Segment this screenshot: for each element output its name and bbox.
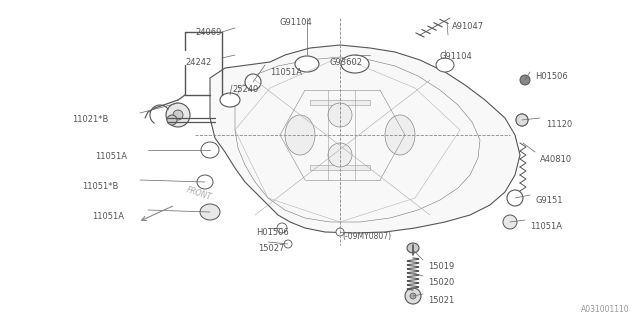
Text: H01506: H01506 xyxy=(256,228,289,237)
Ellipse shape xyxy=(341,55,369,73)
Text: 11120: 11120 xyxy=(546,120,572,129)
Circle shape xyxy=(405,288,421,304)
Polygon shape xyxy=(210,45,520,233)
Circle shape xyxy=(520,75,530,85)
Circle shape xyxy=(503,215,517,229)
Text: G91104: G91104 xyxy=(280,18,313,27)
Ellipse shape xyxy=(436,58,454,72)
Text: 11021*B: 11021*B xyxy=(72,115,108,124)
Text: (-09MY0807): (-09MY0807) xyxy=(342,232,391,241)
Circle shape xyxy=(166,103,190,127)
Circle shape xyxy=(277,223,287,233)
Text: 11051A: 11051A xyxy=(92,212,124,221)
Ellipse shape xyxy=(407,243,419,253)
Ellipse shape xyxy=(167,115,177,125)
Circle shape xyxy=(507,190,523,206)
Text: 15027: 15027 xyxy=(258,244,284,253)
Ellipse shape xyxy=(516,114,528,126)
Ellipse shape xyxy=(328,143,352,167)
Text: 15020: 15020 xyxy=(428,278,454,287)
Text: H01506: H01506 xyxy=(535,72,568,81)
Text: 24242: 24242 xyxy=(185,58,211,67)
Ellipse shape xyxy=(328,103,352,127)
Circle shape xyxy=(284,240,292,248)
Text: FRONT: FRONT xyxy=(185,185,212,202)
Text: 25240: 25240 xyxy=(232,85,259,94)
Text: 11051*B: 11051*B xyxy=(82,182,118,191)
Text: G9151: G9151 xyxy=(536,196,563,205)
Text: 11051A: 11051A xyxy=(270,68,302,77)
Circle shape xyxy=(516,114,528,126)
Ellipse shape xyxy=(245,74,261,90)
Ellipse shape xyxy=(385,115,415,155)
Polygon shape xyxy=(310,165,370,170)
Circle shape xyxy=(173,110,183,120)
Text: 24069: 24069 xyxy=(195,28,221,37)
Text: G93602: G93602 xyxy=(330,58,363,67)
Ellipse shape xyxy=(201,142,219,158)
Ellipse shape xyxy=(200,204,220,220)
Text: 11051A: 11051A xyxy=(530,222,562,231)
Text: A91047: A91047 xyxy=(452,22,484,31)
Ellipse shape xyxy=(197,175,213,189)
Circle shape xyxy=(410,293,416,299)
Text: 11051A: 11051A xyxy=(95,152,127,161)
Text: 15021: 15021 xyxy=(428,296,454,305)
Text: 15019: 15019 xyxy=(428,262,454,271)
Text: G91104: G91104 xyxy=(440,52,473,61)
Ellipse shape xyxy=(285,115,315,155)
Ellipse shape xyxy=(295,56,319,72)
Text: A40810: A40810 xyxy=(540,155,572,164)
Polygon shape xyxy=(310,100,370,105)
Circle shape xyxy=(336,228,344,236)
Ellipse shape xyxy=(220,93,240,107)
Text: A031001110: A031001110 xyxy=(581,305,630,314)
